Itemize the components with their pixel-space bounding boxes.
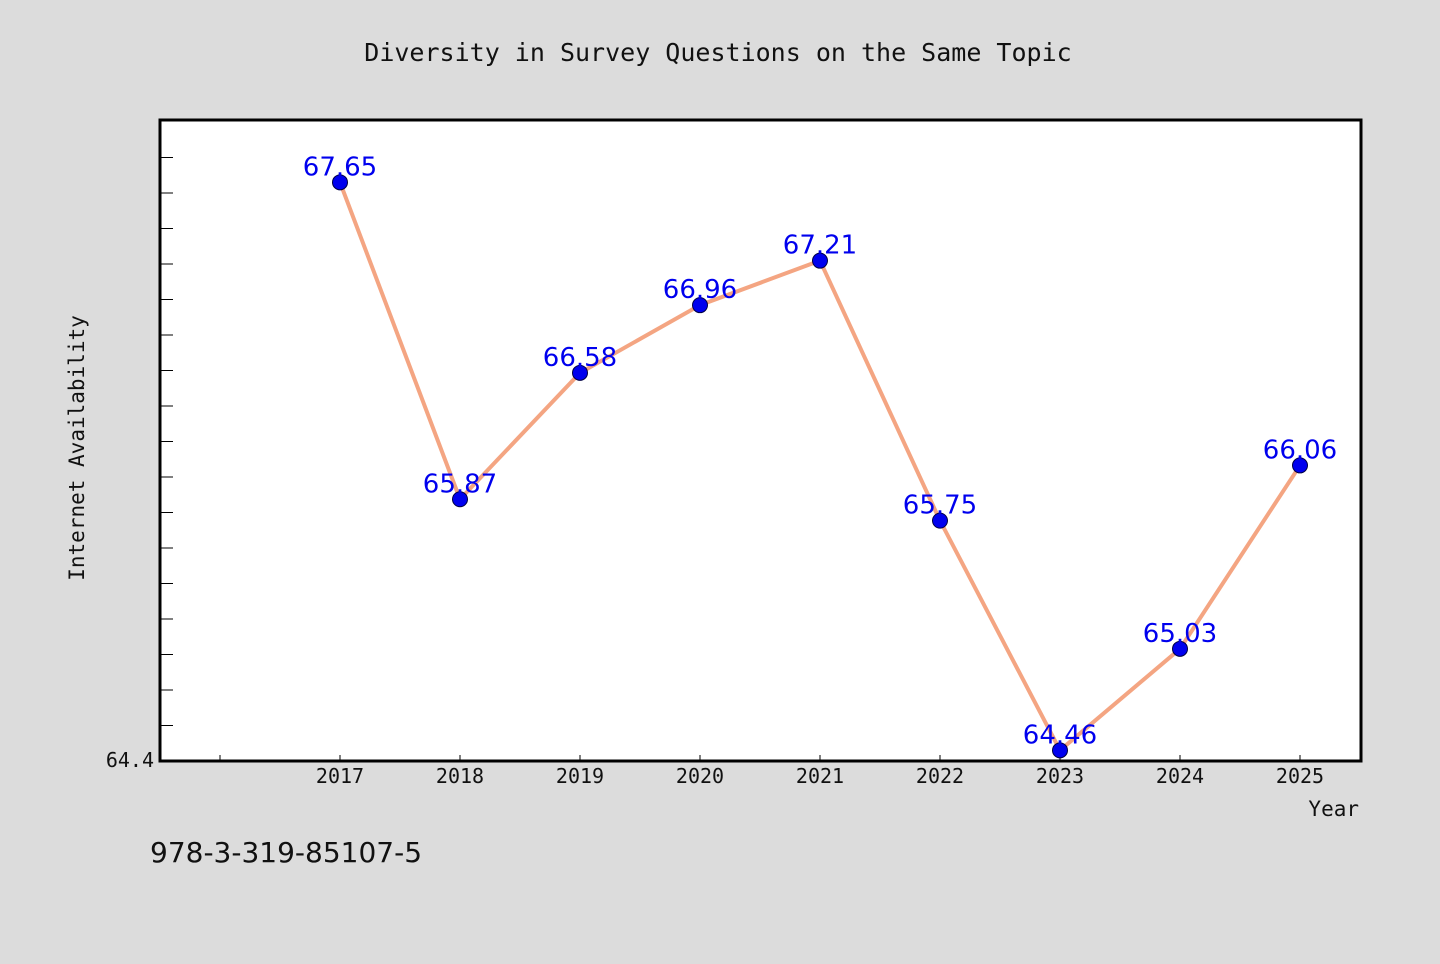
- data-labels: 67.65 65.87 66.58 66.96 67.21 65.75 64.46 65.03…: [303, 152, 1337, 750]
- plot-area: [160, 120, 1361, 761]
- data-point: [812, 252, 828, 269]
- data-point: [692, 297, 708, 314]
- chart-title: Diversity in Survey Questions on the Sam…: [364, 38, 1071, 67]
- x-tick-label: 2021: [796, 764, 844, 788]
- data-label: 64.46: [1023, 720, 1097, 750]
- data-point: [1052, 742, 1068, 759]
- x-tick-label: 2023: [1036, 764, 1084, 788]
- x-tick-label: 2020: [676, 764, 724, 788]
- x-tick-label: 2022: [916, 764, 964, 788]
- data-point: [452, 491, 468, 508]
- data-markers: [332, 174, 1308, 759]
- data-point: [1172, 640, 1188, 657]
- isbn-text: 978-3-319-85107-5: [150, 836, 422, 869]
- data-point: [1292, 457, 1308, 474]
- data-label: 65.87: [423, 469, 497, 499]
- data-point: [332, 174, 348, 191]
- data-point: [572, 364, 588, 381]
- y-axis-label: Internet Availability: [65, 315, 89, 581]
- data-label: 66.58: [543, 343, 617, 373]
- data-label: 67.21: [783, 231, 857, 261]
- x-tick-label: 2018: [436, 764, 484, 788]
- data-label: 65.75: [903, 491, 977, 521]
- data-label: 66.96: [663, 275, 737, 305]
- data-point: [932, 512, 948, 529]
- x-axis-label: Year: [1308, 797, 1359, 821]
- x-tick-label: 2025: [1276, 764, 1324, 788]
- data-label: 66.06: [1263, 435, 1337, 465]
- x-tick-labels: 2017 2018 2019 2020 2021 2022 2023 2024 2025: [316, 764, 1324, 788]
- x-tick-label: 2019: [556, 764, 604, 788]
- data-label: 67.65: [303, 152, 377, 182]
- x-tick-label: 2017: [316, 764, 364, 788]
- y-tick-label: 64.4: [106, 748, 154, 772]
- x-tick-label: 2024: [1156, 764, 1204, 788]
- plot-frame: [158, 118, 1363, 763]
- data-label: 65.03: [1143, 619, 1217, 649]
- tick-marks: [160, 157, 1301, 761]
